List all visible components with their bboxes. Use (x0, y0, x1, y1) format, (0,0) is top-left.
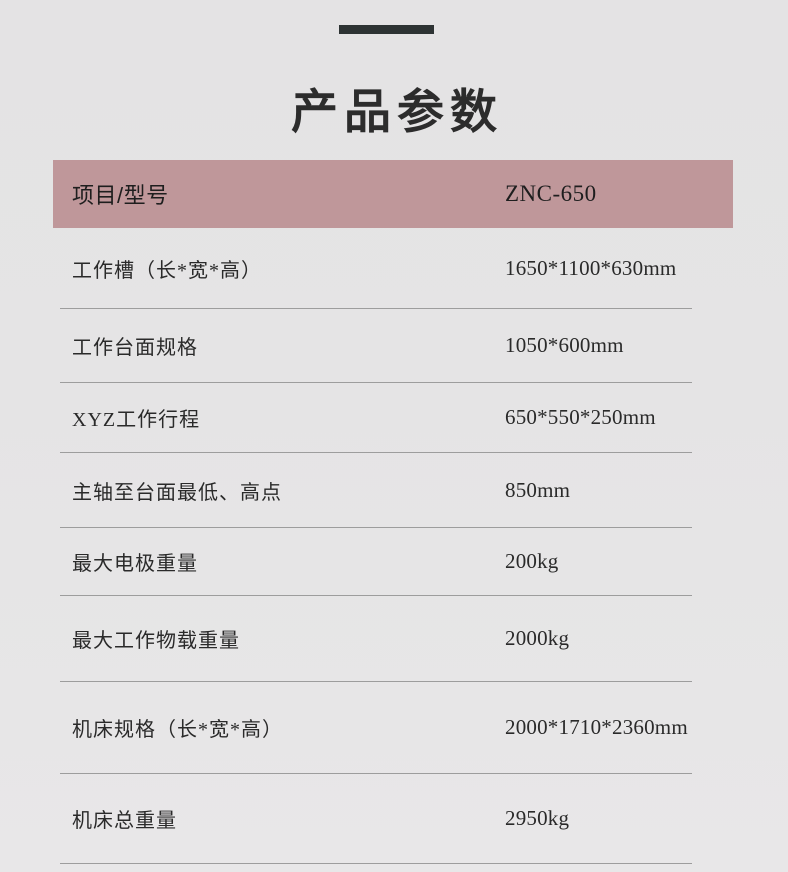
table-row: 最大电极重量 200kg (60, 528, 692, 596)
spec-row-value: 1650*1100*630mm (505, 255, 677, 280)
spec-row-value: 1050*600mm (505, 333, 624, 357)
table-row: XYZ工作行程 650*550*250mm (60, 383, 692, 453)
table-row: 工作台面规格 1050*600mm (60, 309, 692, 383)
table-row: 机床总重量 2950kg (60, 774, 692, 864)
table-row: 机床规格（长*宽*高） 2000*1710*2360mm (60, 682, 692, 774)
spec-row-label: XYZ工作行程 (72, 409, 201, 431)
spec-row-value: 2000kg (505, 626, 570, 650)
spec-table-header-row: 项目/型号 ZNC-650 (53, 160, 733, 228)
spec-header-label: 项目/型号 (72, 183, 169, 208)
spec-table: 项目/型号 ZNC-650 工作槽（长*宽*高） 1650*1100*630mm… (53, 160, 733, 864)
spec-row-label: 最大电极重量 (72, 553, 198, 575)
spec-row-value: 2950kg (505, 806, 570, 830)
spec-row-label: 工作槽（长*宽*高） (72, 259, 262, 282)
table-row: 最大工作物载重量 2000kg (60, 596, 692, 682)
title-accent-bar (339, 25, 434, 34)
spec-row-value: 200kg (505, 549, 559, 573)
spec-row-value: 2000*1710*2360mm (505, 715, 688, 739)
table-row: 主轴至台面最低、高点 850mm (60, 453, 692, 528)
spec-row-label: 主轴至台面最低、高点 (72, 481, 282, 504)
spec-table-body: 工作槽（长*宽*高） 1650*1100*630mm 工作台面规格 1050*6… (60, 228, 692, 864)
page-title: 产品参数 (291, 85, 503, 138)
table-row: 工作槽（长*宽*高） 1650*1100*630mm (60, 228, 692, 309)
spec-row-label: 最大工作物载重量 (72, 630, 240, 652)
spec-row-label: 机床总重量 (72, 810, 177, 832)
spec-row-value: 850mm (505, 477, 571, 502)
spec-header-value: ZNC-650 (505, 181, 597, 206)
spec-row-value: 650*550*250mm (505, 405, 656, 429)
spec-row-label: 机床规格（长*宽*高） (72, 719, 283, 741)
spec-row-label: 工作台面规格 (72, 337, 198, 359)
